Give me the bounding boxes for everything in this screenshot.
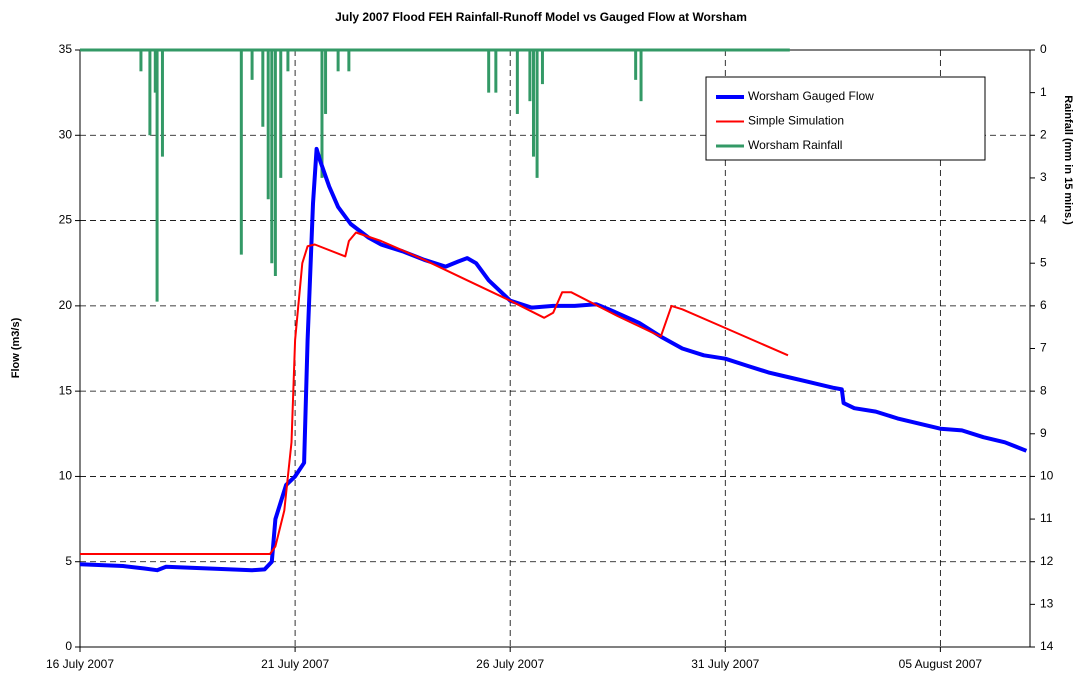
y2-tick-label: 8 xyxy=(1040,383,1047,397)
y-tick-label: 25 xyxy=(59,213,73,227)
legend-label: Worsham Gauged Flow xyxy=(748,89,874,103)
y2-tick-label: 9 xyxy=(1040,426,1047,440)
y2-tick-label: 6 xyxy=(1040,298,1047,312)
series-line xyxy=(79,146,1028,573)
y-tick-label: 30 xyxy=(59,127,73,141)
x-tick-label: 26 July 2007 xyxy=(476,657,544,671)
y-tick-label: 15 xyxy=(59,383,73,397)
y2-tick-label: 13 xyxy=(1040,597,1054,611)
y2-tick-label: 7 xyxy=(1040,341,1047,355)
y-tick-label: 35 xyxy=(59,42,73,56)
y2-tick-label: 11 xyxy=(1040,511,1053,525)
y-tick-label: 20 xyxy=(59,298,73,312)
x-tick-label: 31 July 2007 xyxy=(691,657,759,671)
y2-tick-label: 5 xyxy=(1040,255,1047,269)
y2-tick-label: 14 xyxy=(1040,639,1054,653)
legend-box xyxy=(705,76,986,161)
x-tick-label: 16 July 2007 xyxy=(46,657,114,671)
y-tick-label: 10 xyxy=(59,469,73,483)
y2-tick-label: 4 xyxy=(1040,213,1047,227)
y2-tick-label: 1 xyxy=(1040,85,1047,99)
y2-tick-label: 2 xyxy=(1040,127,1047,141)
y-tick-label: 0 xyxy=(65,639,72,653)
legend-label: Simple Simulation xyxy=(748,114,844,128)
y-tick-label: 5 xyxy=(65,554,72,568)
legend-label: Worsham Rainfall xyxy=(748,138,842,152)
x-tick-label: 21 July 2007 xyxy=(261,657,329,671)
chart-title: July 2007 Flood FEH Rainfall-Runoff Mode… xyxy=(335,10,747,24)
y2-tick-label: 10 xyxy=(1040,469,1054,483)
series-line xyxy=(80,231,789,555)
y2-tick-label: 3 xyxy=(1040,170,1047,184)
y2-tick-label: 0 xyxy=(1040,42,1047,56)
y2-tick-label: 12 xyxy=(1040,554,1054,568)
y-axis-label: Flow (m3/s) xyxy=(10,317,22,378)
y2-axis-label: Rainfall (mm in 15 mins.) xyxy=(1062,95,1074,225)
x-tick-label: 05 August 2007 xyxy=(899,657,983,671)
